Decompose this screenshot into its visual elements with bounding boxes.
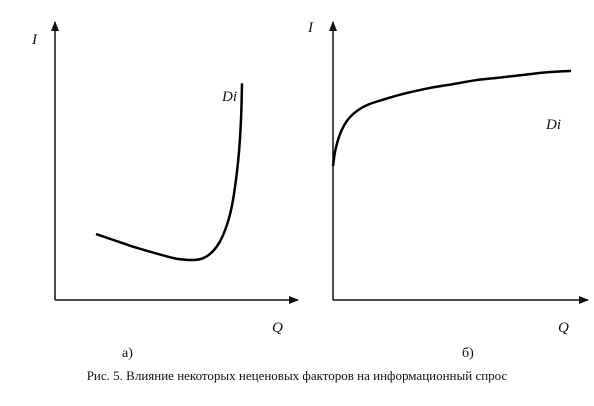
series-label: Di [545, 117, 561, 133]
y-axis-label: I [31, 32, 38, 48]
series-line-di [95, 83, 244, 262]
figure-caption: Рис. 5. Влияние некоторых неценовых факт… [87, 368, 508, 383]
x-axis-label: Q [272, 320, 283, 336]
y-axis-label: I [307, 20, 314, 36]
panel-b: I Q Di б) [307, 20, 589, 361]
series-line-di [331, 69, 572, 167]
panel-a: I Q Di а) [31, 21, 299, 361]
panel-label: б) [462, 346, 474, 361]
series-label: Di [221, 89, 237, 105]
panel-label: а) [122, 346, 133, 361]
x-axis-label: Q [558, 320, 569, 336]
